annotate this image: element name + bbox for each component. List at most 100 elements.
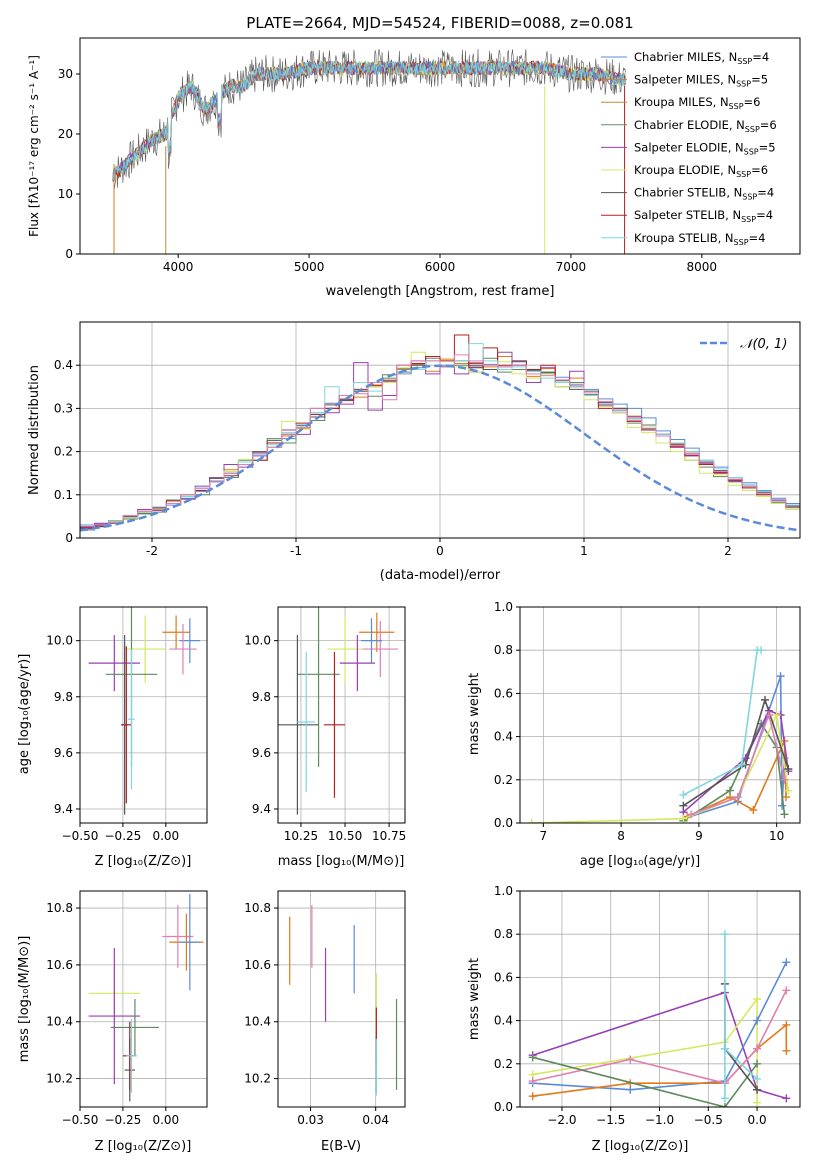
- weight-marker: [780, 775, 789, 784]
- legend-entry: Salpeter ELODIE, NSSP=5: [634, 140, 776, 156]
- x-tick-label: −0.25: [105, 1113, 142, 1127]
- normal-legend-label: 𝒩(0, 1): [740, 337, 787, 352]
- weight-marker: [782, 1094, 791, 1103]
- weight-marker: [687, 810, 696, 819]
- x-tick-label: 0.00: [152, 829, 179, 843]
- weight-line: [690, 712, 786, 816]
- weightZ-ylabel: mass weight: [467, 958, 482, 1040]
- ageZ-ylabel: age [log₁₀(age/yr)]: [17, 654, 32, 775]
- x-tick-label: 10: [769, 829, 784, 843]
- y-tick-label: 10.2: [46, 1072, 73, 1086]
- spectrum-line: [112, 59, 626, 179]
- y-tick-label: 0.2: [494, 1057, 513, 1071]
- weight-marker: [764, 711, 773, 719]
- x-tick-label: 4000: [163, 260, 194, 274]
- axes-frame: [79, 37, 801, 255]
- weight-line: [532, 1056, 758, 1107]
- y-tick-label: 0.0: [494, 816, 513, 830]
- clip-group: [289, 905, 398, 1096]
- weight-marker: [753, 1074, 762, 1083]
- x-tick-label: −0.5: [694, 1113, 723, 1127]
- spectrum-title: PLATE=2664, MJD=54524, FIBERID=0088, z=0…: [246, 14, 633, 32]
- weight-marker: [720, 1103, 729, 1107]
- x-tick-label: 7000: [556, 260, 587, 274]
- clip-group: [80, 334, 800, 532]
- x-tick-label: -2: [146, 544, 158, 558]
- y-tick-label: 0: [65, 247, 73, 261]
- y-tick-label: 0.4: [54, 358, 73, 372]
- normal-curve: [80, 364, 800, 532]
- clip-group: [88, 607, 201, 815]
- weight-marker: [679, 801, 688, 810]
- weight-line: [531, 712, 790, 823]
- weight-line: [532, 996, 758, 1103]
- weightAge-xlabel: age [log₁₀(age/yr)]: [580, 854, 701, 869]
- weight-marker: [720, 930, 729, 939]
- y-tick-label: 0.2: [494, 773, 513, 787]
- x-tick-label: 9: [695, 829, 703, 843]
- x-tick-label: −0.25: [105, 829, 142, 843]
- x-tick-label: 10.75: [372, 829, 406, 843]
- x-tick-label: 0.0: [748, 1113, 767, 1127]
- x-tick-label: 7: [540, 829, 548, 843]
- weight-marker: [776, 672, 785, 681]
- histogram-xlabel: (data-model)/error: [380, 568, 501, 583]
- x-tick-label: 0.00: [152, 1113, 179, 1127]
- weight-marker: [782, 793, 790, 802]
- histogram-series: [80, 334, 800, 529]
- weight-marker: [726, 786, 734, 795]
- y-tick-label: 9.6: [252, 746, 271, 760]
- clip-group: [112, 48, 626, 254]
- x-tick-label: 1: [580, 544, 588, 558]
- y-tick-label: 0.6: [494, 970, 513, 984]
- legend-entry: Salpeter MILES, NSSP=5: [634, 73, 768, 89]
- ageMass-xlabel: mass [log₁₀(M/M⊙)]: [278, 854, 405, 869]
- y-tick-label: 9.6: [54, 746, 73, 760]
- y-tick-label: 20: [58, 127, 73, 141]
- y-tick-label: 10.6: [46, 958, 73, 972]
- weight-marker: [679, 790, 688, 799]
- legend-entry: Kroupa MILES, NSSP=6: [634, 95, 760, 111]
- spectrum-xlabel: wavelength [Angstrom, rest frame]: [326, 284, 555, 299]
- y-tick-label: 10.4: [46, 1015, 73, 1029]
- weight-marker: [527, 819, 536, 823]
- spectrum-line: [112, 59, 626, 181]
- weight-line: [532, 991, 787, 1100]
- weight-marker: [749, 806, 758, 815]
- y-tick-label: 0.1: [54, 488, 73, 502]
- y-tick-label: 10.6: [244, 958, 271, 972]
- massZ-ylabel: mass [log₁₀(M/M⊙)]: [17, 936, 32, 1063]
- y-tick-label: 10.8: [244, 901, 271, 915]
- spectrum-panel: PLATE=2664, MJD=54524, FIBERID=0088, z=0…: [27, 14, 634, 299]
- weight-marker: [761, 695, 769, 704]
- weight-line: [686, 740, 787, 818]
- weight-marker: [626, 1055, 635, 1064]
- clip-group: [527, 646, 793, 823]
- y-tick-label: 0.6: [494, 686, 513, 700]
- y-tick-label: 0: [65, 531, 73, 545]
- axes-frame: [519, 606, 801, 824]
- axes-frame: [277, 890, 406, 1108]
- y-tick-label: 0.2: [54, 445, 73, 459]
- legend-entry: Chabrier MILES, NSSP=4: [634, 50, 769, 66]
- weight-marker: [720, 1044, 729, 1053]
- x-tick-label: −0.50: [62, 829, 99, 843]
- y-tick-label: 9.4: [54, 802, 73, 816]
- weight-marker: [753, 1044, 762, 1053]
- massZ-xlabel: Z [log₁₀(Z/Z⊙)]: [95, 1139, 192, 1154]
- y-tick-label: 0.8: [494, 643, 513, 657]
- weight-marker: [753, 1016, 762, 1025]
- histogram-ylabel: Normed distribution: [27, 365, 42, 495]
- y-tick-label: 9.8: [252, 690, 271, 704]
- weight-marker: [733, 793, 742, 802]
- histogram-panel: (data-model)/error Normed distribution 𝒩…: [27, 337, 787, 583]
- weight-marker: [782, 986, 791, 995]
- weight-marker: [753, 1098, 762, 1107]
- weight-marker: [782, 1020, 791, 1029]
- y-tick-label: 10.2: [244, 1072, 271, 1086]
- weight-marker: [780, 810, 789, 819]
- weightAge-ylabel: mass weight: [467, 673, 482, 755]
- weight-marker: [753, 1085, 762, 1094]
- weight-marker: [679, 814, 688, 823]
- y-tick-label: 10: [58, 187, 73, 201]
